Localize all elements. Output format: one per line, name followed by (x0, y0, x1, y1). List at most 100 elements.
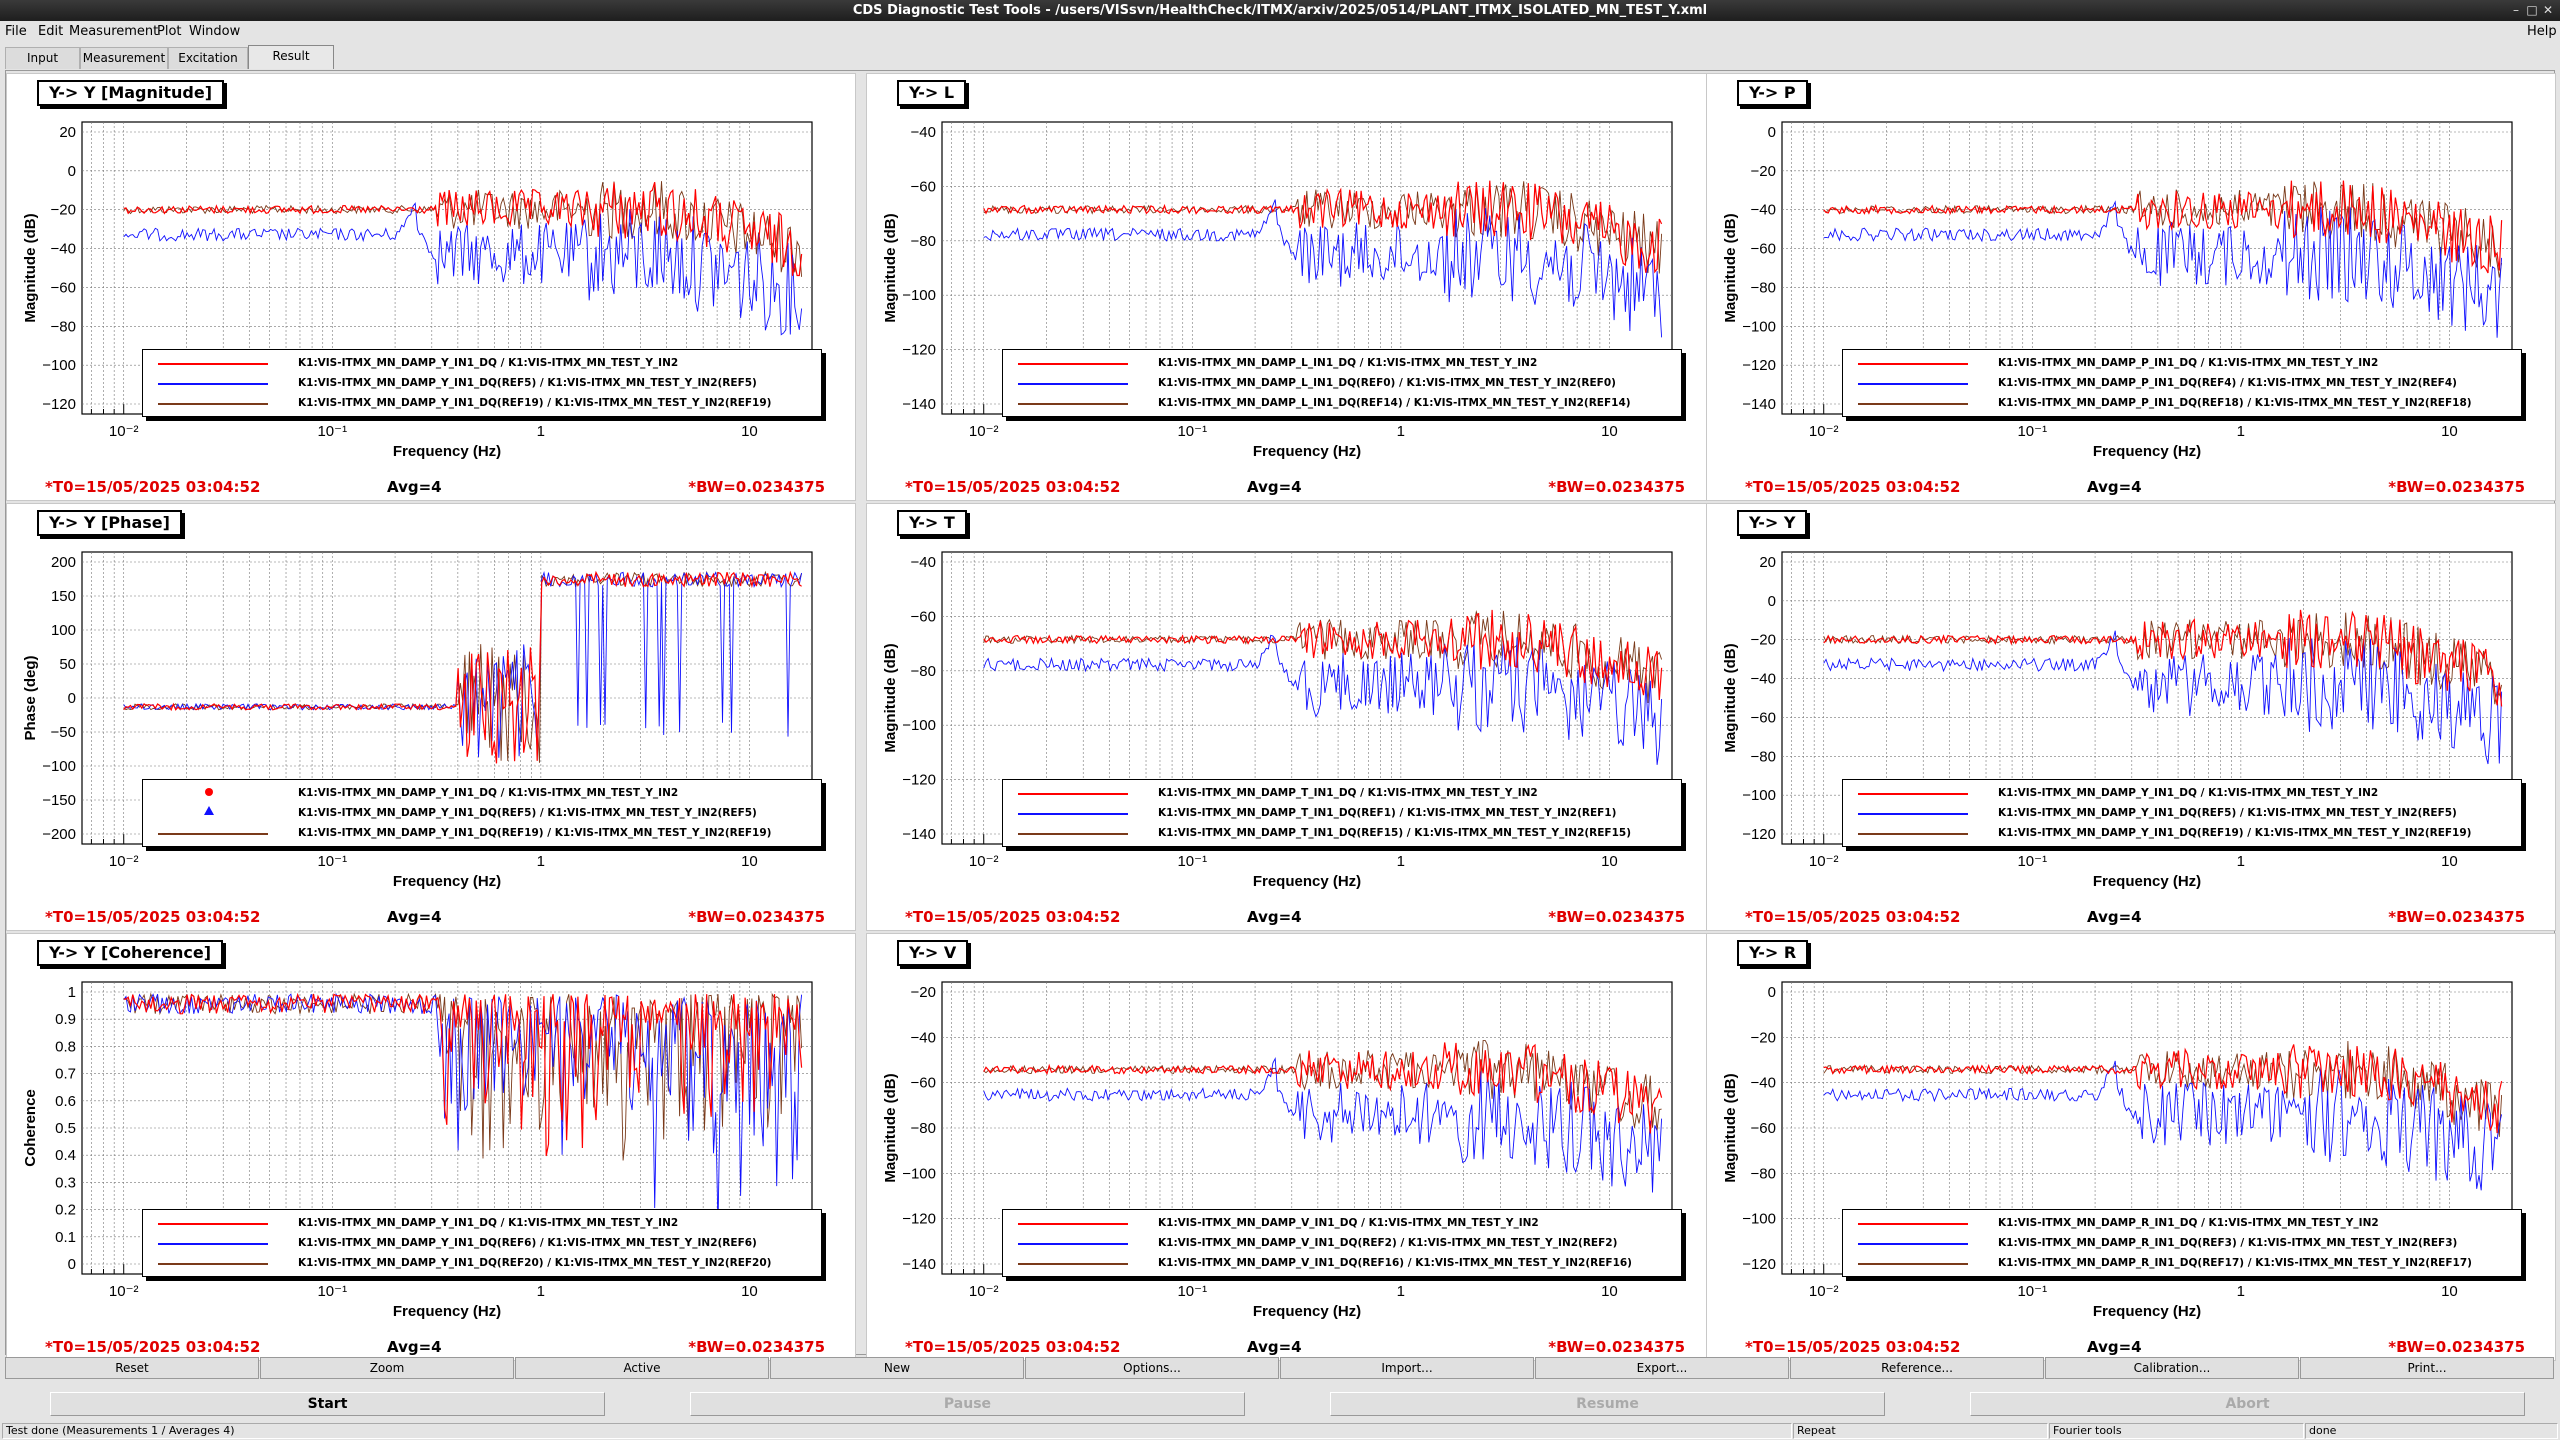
legend-swatch (1858, 363, 1968, 365)
y-tick-label: 0 (68, 1256, 76, 1273)
bw-label: *BW=0.0234375 (688, 478, 825, 496)
minimize-icon[interactable]: – (2513, 3, 2519, 17)
plot-pad-2[interactable]: −40 −60 −80 −100 −120 −140 10⁻² 10⁻¹ 1 10 Frequenc… (866, 73, 1716, 501)
legend[interactable]: K1:VIS-ITMX_MN_DAMP_Y_IN1_DQ / K1:VIS-IT… (142, 1209, 822, 1277)
tab-measurement[interactable]: Measurement (80, 47, 168, 69)
x-tick-label: 10⁻¹ (2017, 853, 2047, 870)
x-tick-label: 10⁻² (109, 853, 139, 870)
export-button[interactable]: Export... (1535, 1357, 1789, 1379)
y-tick-label: 0 (68, 163, 76, 180)
zoom-button[interactable]: Zoom (260, 1357, 514, 1379)
plot-pad-4[interactable]: 200 150 100 50 0 −50 −100 −150 −200 10⁻² 10⁻¹ 1 10 Fr… (6, 503, 856, 931)
x-tick-label: 10⁻¹ (1177, 423, 1207, 440)
plot-pad-9[interactable]: 0 −20 −40 −60 −80 −100 −120 10⁻² 10⁻¹ 1 10 Frequenc… (1706, 933, 2556, 1361)
legend[interactable]: K1:VIS-ITMX_MN_DAMP_L_IN1_DQ / K1:VIS-IT… (1002, 349, 1682, 417)
x-tick-label: 1 (1397, 853, 1405, 870)
button-row-1: Reset Zoom Active New Options... Import... Exp… (5, 1357, 2555, 1379)
pad-title: Y-> Y [Magnitude] (37, 80, 225, 106)
import-button[interactable]: Import... (1280, 1357, 1534, 1379)
y-tick-label: −120 (902, 1211, 936, 1228)
new-button[interactable]: New (770, 1357, 1024, 1379)
menu-file[interactable]: File (5, 24, 27, 39)
reset-button[interactable]: Reset (5, 1357, 259, 1379)
legend-text: K1:VIS-ITMX_MN_DAMP_Y_IN1_DQ(REF19) / K1… (298, 397, 772, 409)
legend[interactable]: K1:VIS-ITMX_MN_DAMP_Y_IN1_DQ / K1:VIS-IT… (1842, 779, 2522, 847)
legend[interactable]: K1:VIS-ITMX_MN_DAMP_R_IN1_DQ / K1:VIS-IT… (1842, 1209, 2522, 1277)
legend-entry: K1:VIS-ITMX_MN_DAMP_T_IN1_DQ(REF15) / K1… (1003, 824, 1681, 844)
pad-title: Y-> L (897, 80, 967, 106)
x-tick-label: 1 (537, 853, 545, 870)
trace-reference-b (1823, 612, 2503, 705)
bw-label: *BW=0.0234375 (1548, 1338, 1685, 1356)
reference-button[interactable]: Reference... (1790, 1357, 2044, 1379)
close-icon[interactable]: ✕ (2542, 3, 2554, 17)
print-button[interactable]: Print... (2300, 1357, 2554, 1379)
legend-entry: K1:VIS-ITMX_MN_DAMP_Y_IN1_DQ(REF19) / K1… (143, 824, 821, 844)
legend[interactable]: K1:VIS-ITMX_MN_DAMP_Y_IN1_DQ / K1:VIS-IT… (142, 779, 822, 847)
y-tick-label: −60 (911, 1075, 936, 1092)
abort-button[interactable]: Abort (1970, 1392, 2525, 1416)
legend-entry: K1:VIS-ITMX_MN_DAMP_P_IN1_DQ(REF18) / K1… (1843, 394, 2521, 414)
tab-input[interactable]: Input (5, 47, 80, 69)
legend-entry: K1:VIS-ITMX_MN_DAMP_V_IN1_DQ(REF2) / K1:… (1003, 1234, 1681, 1254)
calibration-button[interactable]: Calibration... (2045, 1357, 2299, 1379)
legend-swatch (1018, 813, 1128, 815)
bw-label: *BW=0.0234375 (688, 1338, 825, 1356)
tab-excitation[interactable]: Excitation (168, 47, 248, 69)
y-tick-label: −20 (1751, 632, 1776, 649)
menu-help[interactable]: Help (2527, 24, 2557, 39)
plot-pad-6[interactable]: 20 0 −20 −40 −60 −80 −100 −120 10⁻² 10⁻¹ 1 10 Freque… (1706, 503, 2556, 931)
legend[interactable]: K1:VIS-ITMX_MN_DAMP_V_IN1_DQ / K1:VIS-IT… (1002, 1209, 1682, 1277)
y-tick-label: 0.8 (55, 1038, 76, 1055)
legend-swatch (1018, 1263, 1128, 1265)
legend-text: K1:VIS-ITMX_MN_DAMP_L_IN1_DQ / K1:VIS-IT… (1158, 357, 1538, 369)
x-tick-label: 10⁻² (1809, 853, 1839, 870)
y-tick-label: −40 (911, 554, 936, 571)
avg-label: Avg=4 (387, 1338, 442, 1356)
x-tick-label: 10 (741, 1283, 758, 1300)
menu-measurement[interactable]: Measurement (69, 24, 159, 39)
maximize-icon[interactable]: □ (2526, 3, 2538, 17)
y-tick-label: −80 (1751, 1165, 1776, 1182)
legend-entry: K1:VIS-ITMX_MN_DAMP_P_IN1_DQ(REF4) / K1:… (1843, 374, 2521, 394)
legend[interactable]: K1:VIS-ITMX_MN_DAMP_T_IN1_DQ / K1:VIS-IT… (1002, 779, 1682, 847)
legend[interactable]: K1:VIS-ITMX_MN_DAMP_Y_IN1_DQ / K1:VIS-IT… (142, 349, 822, 417)
plot-pad-1[interactable]: 20 0 −20 −40 −60 −80 −100 −120 10⁻² 10⁻¹ 1 10 Freque… (6, 73, 856, 501)
legend[interactable]: K1:VIS-ITMX_MN_DAMP_P_IN1_DQ / K1:VIS-IT… (1842, 349, 2522, 417)
start-button[interactable]: Start (50, 1392, 605, 1416)
legend-entry: K1:VIS-ITMX_MN_DAMP_Y_IN1_DQ / K1:VIS-IT… (143, 784, 821, 804)
status-fourier: Fourier tools (2049, 1423, 2304, 1439)
y-tick-label: −80 (911, 233, 936, 250)
plot-pad-8[interactable]: −20 −40 −60 −80 −100 −120 −140 10⁻² 10⁻¹ 1 10 Frequ… (866, 933, 1716, 1361)
y-tick-label: −20 (1751, 163, 1776, 180)
y-tick-label: −80 (1751, 748, 1776, 765)
x-tick-label: 10⁻² (1809, 423, 1839, 440)
plot-pad-7[interactable]: 1 0.9 0.8 0.7 0.6 0.5 0.4 0.3 0.2 0.1 0 10⁻² 10⁻¹ 1 10… (6, 933, 856, 1361)
tab-result[interactable]: Result (248, 45, 334, 69)
options-button[interactable]: Options... (1025, 1357, 1279, 1379)
y-tick-label: −60 (911, 608, 936, 625)
legend-swatch (1018, 383, 1128, 385)
button-row-2: Start Pause Resume Abort (5, 1392, 2555, 1416)
plot-pad-5[interactable]: −40 −60 −80 −100 −120 −140 10⁻² 10⁻¹ 1 10 Frequenc… (866, 503, 1716, 931)
legend-swatch (1858, 793, 1968, 795)
legend-entry: K1:VIS-ITMX_MN_DAMP_T_IN1_DQ(REF1) / K1:… (1003, 804, 1681, 824)
plot-pad-3[interactable]: 0 −20 −40 −60 −80 −100 −120 −140 10⁻² 10⁻¹ 1 10 Freq… (1706, 73, 2556, 501)
plot-canvas: −40 −60 −80 −100 −120 −140 10⁻² 10⁻¹ 1 10 Frequenc… (882, 551, 1673, 890)
menu-edit[interactable]: Edit (38, 24, 64, 39)
resume-button[interactable]: Resume (1330, 1392, 1885, 1416)
x-axis-label: Frequency (Hz) (2093, 1303, 2201, 1320)
active-button[interactable]: Active (515, 1357, 769, 1379)
avg-label: Avg=4 (2087, 1338, 2142, 1356)
legend-swatch (1858, 1243, 1968, 1245)
menu-plot[interactable]: Plot (157, 24, 182, 39)
legend-entry: K1:VIS-ITMX_MN_DAMP_Y_IN1_DQ(REF6) / K1:… (143, 1234, 821, 1254)
y-tick-label: 0.1 (55, 1229, 76, 1246)
y-tick-label: −80 (51, 318, 76, 335)
menu-window[interactable]: Window (189, 24, 241, 39)
y-tick-label: 0 (1768, 984, 1776, 1001)
tab-bar: Input Measurement Excitation Result (0, 45, 2560, 69)
pause-button[interactable]: Pause (690, 1392, 1245, 1416)
legend-entry: K1:VIS-ITMX_MN_DAMP_Y_IN1_DQ(REF5) / K1:… (1843, 804, 2521, 824)
legend-text: K1:VIS-ITMX_MN_DAMP_V_IN1_DQ(REF16) / K1… (1158, 1257, 1632, 1269)
